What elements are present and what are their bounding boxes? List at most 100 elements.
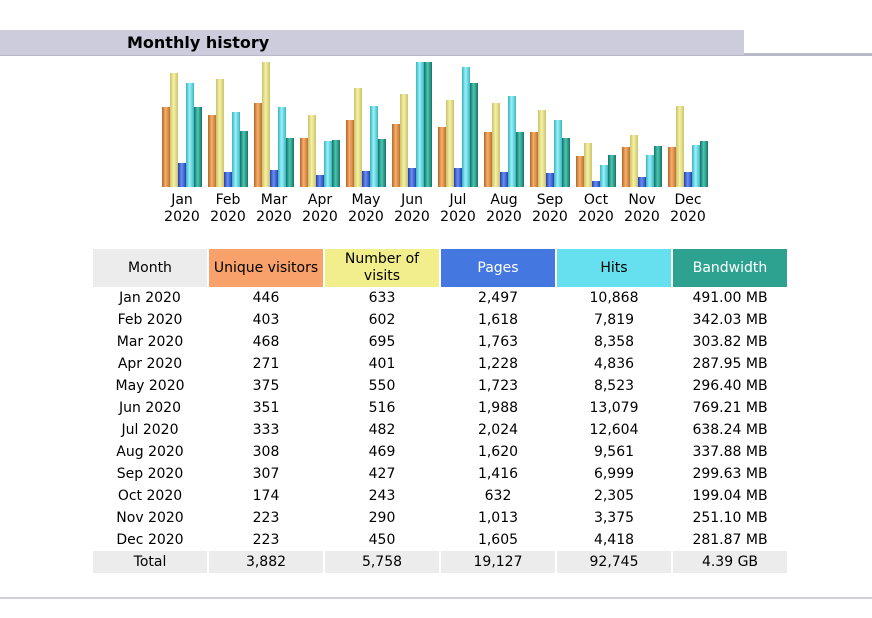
x-tick-label: Dec 2020 [665,192,711,226]
cell-pages: 1,620 [477,444,519,460]
cell-visits: 243 [368,488,396,504]
bar-pages [316,175,324,187]
bar-hits [646,155,654,187]
cell-unique: 174 [252,488,280,504]
x-tick-label-line: Nov [628,192,656,208]
bar-pages [500,172,508,187]
header-unique-visitors: Unique visitors [209,249,323,287]
cell-month: Jan 2020 [119,290,181,306]
bar-unique-visitors [300,138,308,187]
cell-pages: 2,024 [477,422,519,438]
bar-unique-visitors [576,156,584,187]
bar-unique-visitors [622,147,630,187]
cell-visits: 401 [368,356,396,372]
cell-bandwidth: 491.00 MB [692,290,768,306]
bar-number-of-visits [354,88,362,187]
cell-pages: 19,127 [441,551,555,573]
x-tick-label-line: Mar [260,192,288,208]
cell-bandwidth: 287.95 MB [692,356,768,372]
cell-hits: 4,418 [593,532,635,548]
bar-pages [408,168,416,187]
bar-hits [600,165,608,187]
bar-hits [462,67,470,187]
cell-unique: 468 [252,334,280,350]
bar-bandwidth [240,131,248,187]
x-tick-label: Mar 2020 [251,192,297,226]
x-tick-label-line: Jan [171,192,193,208]
bar-bandwidth [700,141,708,187]
monthly-history-chart [162,62,708,187]
bar-number-of-visits [676,106,684,187]
x-tick-label: Jul 2020 [435,192,481,226]
bar-bandwidth [654,146,662,187]
cell-hits: 3,375 [593,510,635,526]
cell-visits: 602 [368,312,396,328]
bar-bandwidth [194,107,202,187]
header-pages: Pages [441,249,555,287]
cell-month: Oct 2020 [117,488,183,504]
cell-unique: 307 [252,466,280,482]
bar-unique-visitors [530,132,538,187]
x-tick-label: Oct 2020 [573,192,619,226]
bar-number-of-visits [308,115,316,187]
bar-pages [638,177,646,187]
x-tick-label-line: 2020 [394,209,430,225]
bar-unique-visitors [668,147,676,187]
cell-pages: 1,763 [477,334,519,350]
cell-unique: 351 [252,400,280,416]
table-row: Jan 2020 446 633 2,497 10,868 491.00 MB [93,287,787,309]
bar-number-of-visits [216,79,224,187]
x-tick-label: Aug 2020 [481,192,527,226]
x-tick-label-line: May [351,192,381,208]
header-number-of-visits-label: Number of visits [344,251,420,284]
table-row: Nov 2020 223 290 1,013 3,375 251.10 MB [93,507,787,529]
bar-unique-visitors [162,107,170,187]
header-number-of-visits: Number of visits [325,249,439,287]
bar-bandwidth [562,138,570,187]
x-tick-label-line: 2020 [256,209,292,225]
cell-visits: 427 [368,466,396,482]
table-row: Oct 2020 174 243 632 2,305 199.04 MB [93,485,787,507]
x-tick-label-line: 2020 [578,209,614,225]
bar-pages [362,171,370,187]
header-unique-visitors-label: Unique visitors [213,259,319,276]
cell-unique: 308 [252,444,280,460]
table-header-row: Month Unique visitors Number of visits P… [93,249,787,287]
x-tick-label: Jun 2020 [389,192,435,226]
bar-pages [546,173,554,187]
cell-hits: 6,999 [593,466,635,482]
cell-unique: 223 [252,532,280,548]
table-row: Jul 2020 333 482 2,024 12,604 638.24 MB [93,419,787,441]
monthly-history-header: Monthly history [0,30,744,55]
x-tick-label: Jan 2020 [159,192,205,226]
table-row: Sep 2020 307 427 1,416 6,999 299.63 MB [93,463,787,485]
cell-unique: 271 [252,356,280,372]
table-row: Aug 2020 308 469 1,620 9,561 337.88 MB [93,441,787,463]
cell-month: Apr 2020 [117,356,183,372]
cell-pages: 1,723 [477,378,519,394]
bar-unique-visitors [208,115,216,187]
cell-bandwidth: 299.63 MB [692,466,768,482]
bar-unique-visitors [254,103,262,187]
cell-unique: 333 [252,422,280,438]
cell-unique: 223 [252,510,280,526]
monthly-stats-table: Month Unique visitors Number of visits P… [91,249,789,573]
cell-visits: 695 [368,334,396,350]
x-tick-label: Sep 2020 [527,192,573,226]
cell-unique: 446 [252,290,280,306]
x-tick-label-line: 2020 [532,209,568,225]
cell-month: Dec 2020 [116,532,184,548]
bar-number-of-visits [446,100,454,187]
cell-pages: 1,416 [477,466,519,482]
bar-pages [684,172,692,187]
cell-bandwidth: 296.40 MB [692,378,768,394]
cell-pages: 1,228 [477,356,519,372]
x-tick-label: Apr 2020 [297,192,343,226]
cell-hits: 92,745 [557,551,671,573]
bar-pages [454,168,462,187]
cell-hits: 8,523 [593,378,635,394]
cell-month: Aug 2020 [116,444,184,460]
table-row: Feb 2020 403 602 1,618 7,819 342.03 MB [93,309,787,331]
cell-month: Total [93,551,207,573]
cell-month: Mar 2020 [116,334,184,350]
